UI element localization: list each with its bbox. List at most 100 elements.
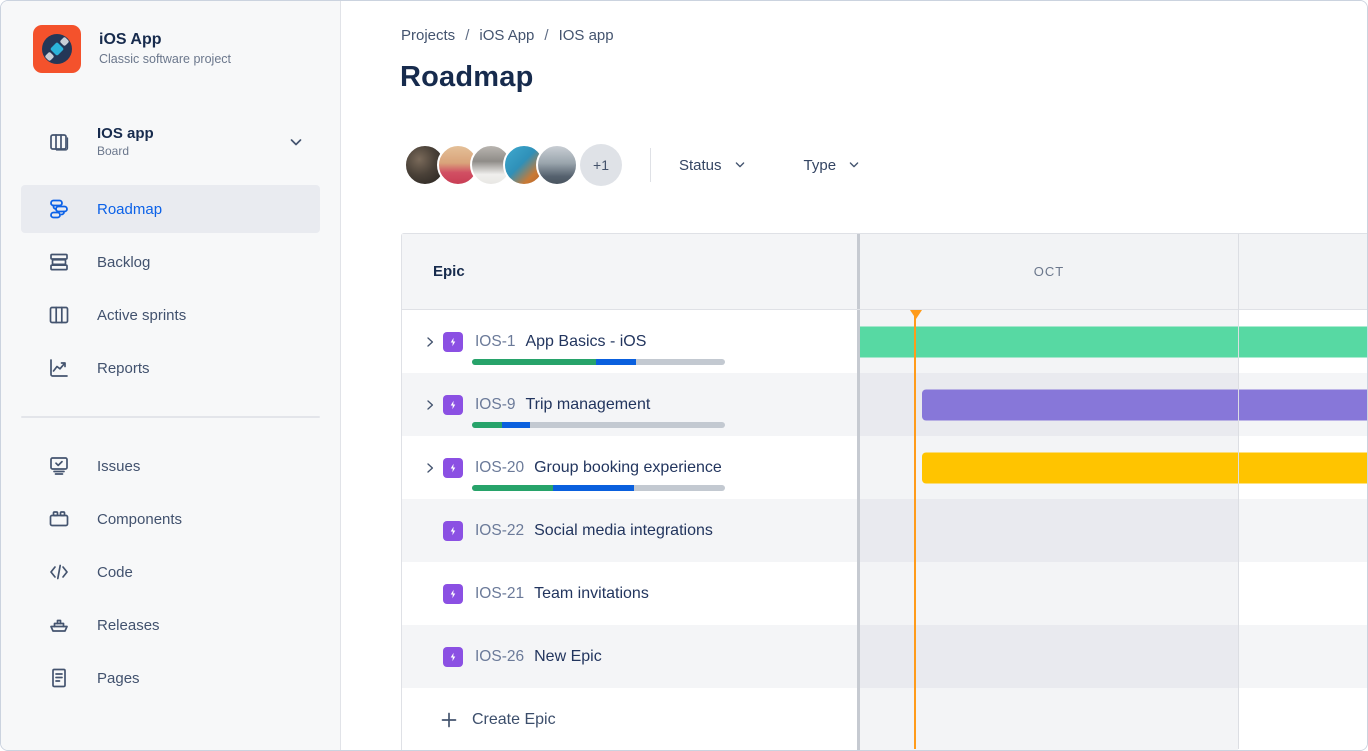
epic-progress-bar	[472, 485, 725, 491]
expand-chevron-icon[interactable]	[418, 393, 442, 417]
timeline-header: OCT	[860, 234, 1367, 309]
reports-icon	[50, 359, 68, 377]
status-filter-label: Status	[679, 156, 722, 174]
column-resizer[interactable]	[857, 234, 860, 309]
sidebar-item-label: Active sprints	[97, 306, 187, 324]
chevron-down-icon	[735, 162, 744, 168]
epic-cell-ios-1[interactable]: IOS-1 App Basics - iOS	[402, 310, 857, 373]
type-filter-dropdown[interactable]: Type	[804, 157, 863, 174]
sidebar-item-code[interactable]: Code	[21, 548, 320, 596]
column-resizer[interactable]	[857, 310, 860, 373]
epic-row: IOS-21 Team invitations	[402, 562, 1367, 625]
avatar-overflow-button[interactable]: +1	[580, 144, 622, 186]
epic-cell-ios-22[interactable]: IOS-22 Social media integrations	[402, 499, 857, 562]
create-epic-row: Create Epic	[402, 688, 1367, 750]
sidebar-item-releases[interactable]: Releases	[21, 601, 320, 649]
sidebar-item-active-sprints[interactable]: Active sprints	[21, 291, 320, 339]
epic-title: New Epic	[534, 647, 602, 665]
epic-title: App Basics - iOS	[525, 332, 647, 350]
epic-cell-ios-26[interactable]: IOS-26 New Epic	[402, 625, 857, 688]
chevron-down-icon	[290, 139, 302, 146]
pages-icon	[52, 668, 66, 688]
breadcrumb-project[interactable]: iOS App	[479, 27, 535, 44]
board-selector[interactable]: IOS app Board	[1, 117, 340, 167]
timeline-cell	[860, 562, 1367, 625]
sidebar-item-issues[interactable]: Issues	[21, 442, 320, 490]
timeline-cell	[860, 436, 1367, 499]
sidebar-item-label: Reports	[97, 359, 150, 377]
sidebar: iOS App Classic software project IOS app…	[1, 1, 341, 750]
epic-row: IOS-26 New Epic	[402, 625, 1367, 688]
expand-chevron-icon[interactable]	[418, 330, 442, 354]
backlog-icon	[50, 253, 68, 271]
sidebar-item-components[interactable]: Components	[21, 495, 320, 543]
gantt-bar-ios-1[interactable]	[860, 326, 1367, 357]
project-subtitle: Classic software project	[99, 52, 231, 66]
sidebar-item-label: Issues	[97, 457, 141, 475]
sidebar-divider	[21, 416, 320, 418]
epic-key: IOS-21	[475, 584, 525, 602]
epic-row: IOS-1 App Basics - iOS	[402, 310, 1367, 373]
epic-title: Group booking experience	[534, 458, 722, 476]
board-icon	[50, 134, 69, 151]
column-resizer[interactable]	[857, 499, 860, 562]
project-header: iOS App Classic software project	[1, 1, 340, 73]
epic-key: IOS-20	[475, 458, 525, 476]
sidebar-item-pages[interactable]: Pages	[21, 654, 320, 702]
column-resizer[interactable]	[857, 373, 860, 436]
sidebar-item-backlog[interactable]: Backlog	[21, 238, 320, 286]
toolbar-divider	[650, 148, 651, 182]
timeline-cell	[860, 625, 1367, 688]
sidebar-item-label: Components	[97, 510, 183, 528]
epic-cell-ios-20[interactable]: IOS-20 Group booking experience	[402, 436, 857, 499]
epic-key: IOS-26	[475, 647, 525, 665]
active-sprints-icon	[49, 306, 69, 324]
epic-type-icon	[443, 583, 463, 604]
sidebar-item-reports[interactable]: Reports	[21, 344, 320, 392]
avatar-1[interactable]	[404, 144, 446, 186]
board-subtitle: Board	[97, 144, 130, 158]
components-icon	[49, 511, 69, 527]
epic-progress-bar	[472, 359, 725, 365]
type-filter-label: Type	[803, 156, 837, 174]
epic-column-header: Epic	[402, 234, 857, 309]
epic-row: IOS-9 Trip management	[402, 373, 1367, 436]
epic-row: IOS-22 Social media integrations	[402, 499, 1367, 562]
roadmap-table: Epic OCT I	[401, 233, 1367, 750]
issues-icon	[50, 457, 68, 475]
avatar-5[interactable]	[536, 144, 578, 186]
chevron-down-icon	[849, 162, 859, 168]
epic-row: IOS-20 Group booking experience	[402, 436, 1367, 499]
epic-type-icon	[443, 331, 463, 352]
board-name: IOS app	[97, 125, 154, 142]
avatar-group: +1	[404, 144, 622, 186]
sidebar-item-roadmap[interactable]: Roadmap	[21, 185, 320, 233]
status-filter-dropdown[interactable]: Status	[679, 157, 748, 174]
roadmap-icon	[50, 199, 68, 219]
epic-progress-bar	[472, 422, 725, 428]
sidebar-item-label: Code	[97, 563, 133, 581]
plus-icon	[441, 712, 457, 727]
column-resizer[interactable]	[857, 436, 860, 499]
create-epic-label: Create Epic	[472, 710, 556, 728]
epic-type-icon	[443, 646, 463, 667]
expand-chevron-icon[interactable]	[418, 456, 442, 480]
column-resizer[interactable]	[857, 562, 860, 625]
gantt-bar-ios-9[interactable]	[922, 389, 1367, 420]
timeline-cell	[860, 373, 1367, 436]
timeline-cell	[860, 499, 1367, 562]
epic-cell-ios-21[interactable]: IOS-21 Team invitations	[402, 562, 857, 625]
breadcrumb-board[interactable]: IOS app	[558, 27, 614, 44]
epic-title: Trip management	[525, 395, 651, 413]
sidebar-item-label: Pages	[97, 669, 140, 687]
breadcrumb-separator: /	[465, 27, 470, 44]
column-resizer[interactable]	[857, 688, 860, 750]
column-resizer[interactable]	[857, 625, 860, 688]
breadcrumb-projects[interactable]: Projects	[401, 27, 456, 44]
epic-cell-ios-9[interactable]: IOS-9 Trip management	[402, 373, 857, 436]
breadcrumb-separator: /	[544, 27, 549, 44]
gantt-bar-ios-20[interactable]	[922, 452, 1367, 483]
roadmap-toolbar: +1 Status Type	[404, 143, 918, 187]
create-epic-button[interactable]: Create Epic	[439, 710, 556, 730]
